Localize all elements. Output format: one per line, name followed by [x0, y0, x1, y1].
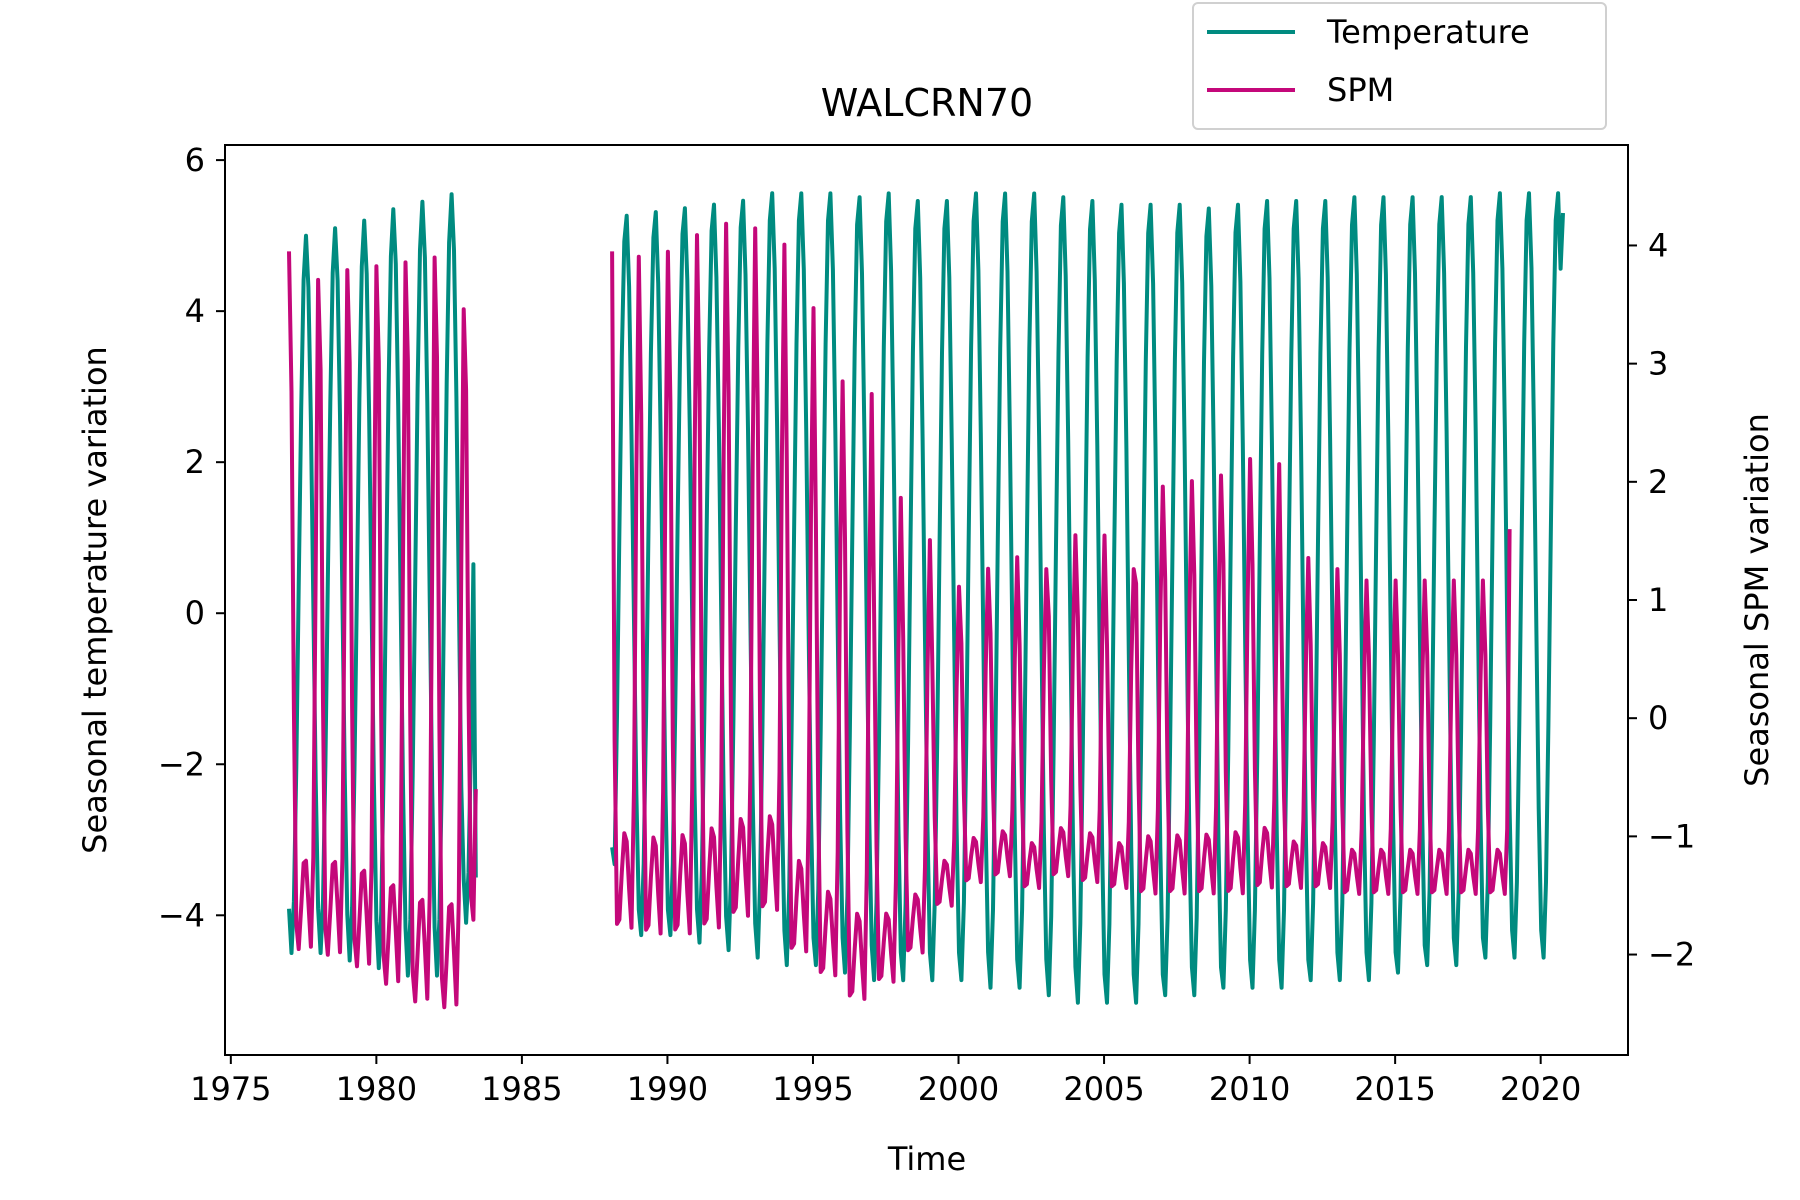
- temperature-line-segment-2: [610, 191, 1565, 1005]
- x-tick-label: 2015: [1354, 1070, 1435, 1108]
- y-left-tick-label: 4: [185, 292, 205, 330]
- y-left-tick-label: 0: [185, 594, 205, 632]
- x-tick-label: 1985: [481, 1070, 562, 1108]
- y-right-tick-label: 3: [1648, 345, 1668, 383]
- x-axis-label: Time: [887, 1140, 966, 1178]
- y-left-tick-label: −2: [158, 745, 205, 783]
- spm-line-segment-1: [287, 251, 478, 1010]
- x-tick-label: 2010: [1209, 1070, 1290, 1108]
- y-right-axis-ticks: −2 −1 0 1 2 3 4: [1628, 226, 1695, 974]
- y-left-tick-label: 2: [185, 443, 205, 481]
- y-right-tick-label: 2: [1648, 463, 1668, 501]
- x-tick-label: 2000: [918, 1070, 999, 1108]
- x-tick-label: 2020: [1500, 1070, 1581, 1108]
- legend-box: [1192, 2, 1607, 130]
- y-left-tick-label: 6: [185, 141, 205, 179]
- chart-title: WALCRN70: [821, 81, 1033, 125]
- y-left-tick-label: −4: [158, 896, 205, 934]
- legend-spm-label: SPM: [1327, 71, 1394, 109]
- y-right-axis-label: Seasonal SPM variation: [1738, 413, 1776, 787]
- y-right-tick-label: −2: [1648, 936, 1695, 974]
- x-tick-label: 1990: [627, 1070, 708, 1108]
- y-left-axis-ticks: −4 −2 0 2 4 6: [158, 141, 225, 934]
- spm-line-segment-2: [610, 221, 1512, 1001]
- x-tick-label: 1975: [190, 1070, 271, 1108]
- y-right-tick-label: −1: [1648, 817, 1695, 855]
- y-right-tick-label: 4: [1648, 226, 1668, 264]
- y-right-tick-label: 1: [1648, 581, 1668, 619]
- series-layer: [287, 191, 1565, 1010]
- x-tick-label: 2005: [1063, 1070, 1144, 1108]
- y-left-axis-label: Seasonal temperature variation: [76, 346, 114, 854]
- legend-temperature-label: Temperature: [1326, 13, 1530, 51]
- x-tick-label: 1980: [336, 1070, 417, 1108]
- legend: Temperature SPM: [1192, 2, 1607, 130]
- y-right-tick-label: 0: [1648, 699, 1668, 737]
- x-tick-label: 1995: [772, 1070, 853, 1108]
- x-axis-ticks: 1975 1980 1985 1990 1995 2000 2005 2010 2015 2020: [190, 1055, 1581, 1108]
